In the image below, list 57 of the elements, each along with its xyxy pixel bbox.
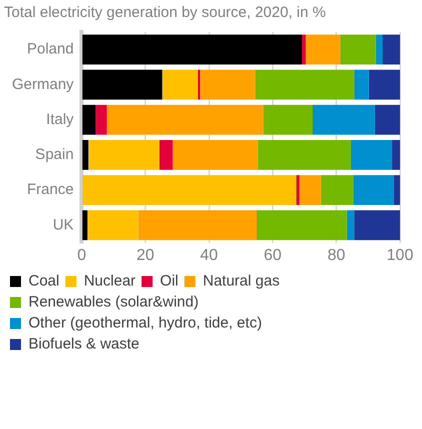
bar <box>374 104 400 135</box>
bar <box>350 140 392 170</box>
legend-label: Oil <box>160 272 178 290</box>
bar <box>159 140 173 170</box>
bar <box>312 104 375 135</box>
x-tick-label: 60 <box>264 246 282 264</box>
bar <box>296 175 300 206</box>
bar <box>320 175 354 206</box>
y-tick-label: Poland <box>26 40 74 58</box>
bar <box>138 210 256 240</box>
bar <box>82 70 162 100</box>
y-tick-label: UK <box>52 216 74 234</box>
legend-label: Biofuels & waste <box>28 336 140 353</box>
bar <box>368 70 400 100</box>
bar <box>82 34 302 64</box>
x-tick-label: 40 <box>200 246 218 264</box>
bar <box>200 70 256 100</box>
bar <box>376 34 382 64</box>
bar <box>340 34 376 64</box>
bar <box>82 175 296 206</box>
bar <box>82 140 88 170</box>
bar <box>392 140 400 170</box>
bar <box>394 175 400 206</box>
legend-label: Other (geothermal, hydro, tide, etc) <box>28 314 262 332</box>
legend-label: Nuclear <box>84 272 136 290</box>
x-tick-label: 20 <box>136 246 154 264</box>
bar <box>346 210 354 240</box>
bar <box>306 34 340 64</box>
bar <box>299 175 321 206</box>
x-tick-label: 80 <box>327 246 346 264</box>
bar <box>256 210 347 240</box>
bar <box>353 175 394 206</box>
x-tick-label: 0 <box>77 246 86 264</box>
bar <box>263 104 312 135</box>
bar <box>354 70 369 100</box>
bar <box>96 104 107 135</box>
y-tick-label: Germany <box>12 76 74 93</box>
bar <box>258 140 351 170</box>
bar <box>87 210 138 240</box>
bar <box>382 34 400 64</box>
y-tick-label: Spain <box>35 146 74 164</box>
legend-label: Renewables (solar&wind) <box>28 294 199 311</box>
x-tick-label: 100 <box>386 246 414 264</box>
bar <box>82 104 96 135</box>
y-tick-label: France <box>26 181 74 198</box>
bar <box>82 210 88 240</box>
legend-label: Natural gas <box>202 272 280 290</box>
bar <box>354 210 400 240</box>
legend-label: Coal <box>28 272 60 290</box>
chart-title: Total electricity generation by source, 2020, in % <box>4 4 326 22</box>
bar <box>172 140 258 170</box>
bar <box>302 34 306 64</box>
bar <box>255 70 354 100</box>
bar <box>106 104 264 135</box>
bar <box>88 140 160 170</box>
y-tick-label: Italy <box>46 110 74 128</box>
bar <box>162 70 198 100</box>
